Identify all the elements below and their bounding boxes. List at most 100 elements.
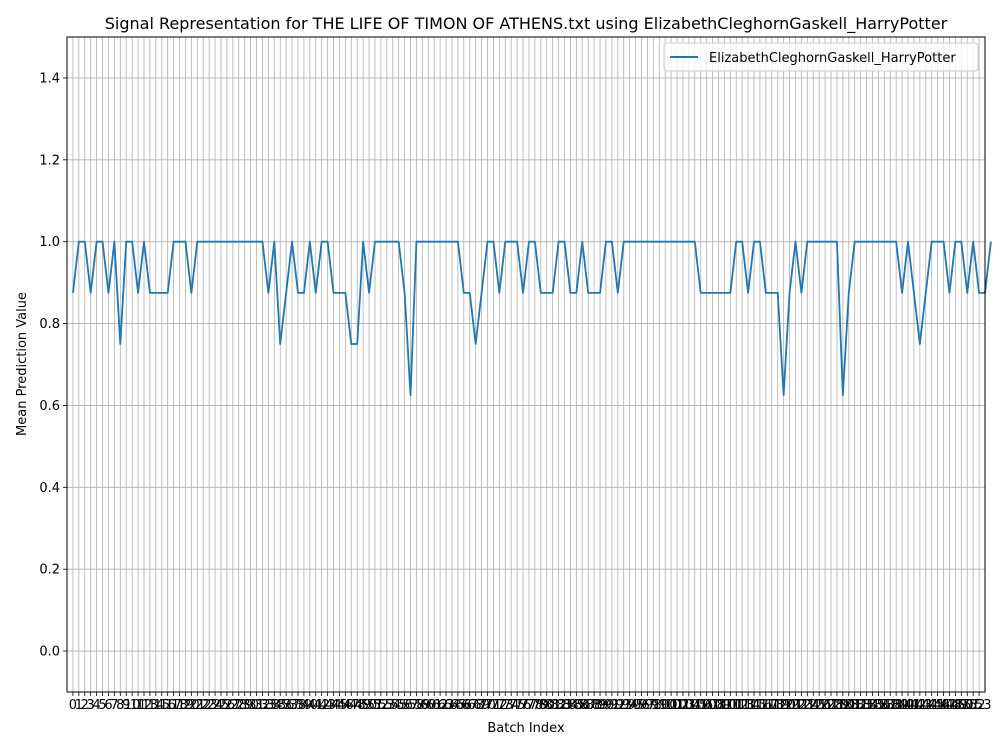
x-tick-label: 125 bbox=[801, 698, 826, 713]
x-tick-label: 19 bbox=[177, 698, 194, 713]
x-tick-label: 142 bbox=[902, 698, 927, 713]
x-tick-label: 43 bbox=[319, 698, 336, 713]
x-tick-label: 131 bbox=[836, 698, 861, 713]
x-tick-label: 143 bbox=[907, 698, 932, 713]
x-tick-label: 27 bbox=[225, 698, 242, 713]
x-tick-label: 34 bbox=[266, 698, 283, 713]
x-tick-label: 147 bbox=[931, 698, 956, 713]
x-tick-label: 74 bbox=[503, 698, 520, 713]
x-tick-label: 149 bbox=[943, 698, 968, 713]
legend-label: ElizabethCleghornGaskell_HarryPotter bbox=[709, 51, 956, 66]
x-tick-label: 41 bbox=[307, 698, 324, 713]
y-tick-label: 0.0 bbox=[39, 645, 60, 660]
x-tick-label: 21 bbox=[189, 698, 206, 713]
x-tick-label: 97 bbox=[639, 698, 656, 713]
x-tick-label: 3 bbox=[87, 698, 95, 713]
x-tick-label: 67 bbox=[461, 698, 478, 713]
x-tick-label: 8 bbox=[116, 698, 124, 713]
x-tick-label: 63 bbox=[438, 698, 455, 713]
x-tick-label: 31 bbox=[248, 698, 265, 713]
plot-frame bbox=[66, 36, 986, 693]
x-tick-label: 37 bbox=[284, 698, 301, 713]
y-tick-label: 1.2 bbox=[39, 153, 60, 168]
x-tick-label: 14 bbox=[148, 698, 165, 713]
x-tick-label: 88 bbox=[586, 698, 603, 713]
x-tick-label: 113 bbox=[730, 698, 755, 713]
x-tick-label: 117 bbox=[753, 698, 778, 713]
x-tick-label: 90 bbox=[598, 698, 615, 713]
x-tick-label: 55 bbox=[390, 698, 407, 713]
x-tick-label: 82 bbox=[550, 698, 567, 713]
x-tick-label: 118 bbox=[759, 698, 784, 713]
x-tick-label: 110 bbox=[712, 698, 737, 713]
x-tick-label: 45 bbox=[331, 698, 348, 713]
x-tick-label: 65 bbox=[450, 698, 467, 713]
x-tick-label: 121 bbox=[777, 698, 802, 713]
x-tick-label: 71 bbox=[485, 698, 502, 713]
x-tick-label: 22 bbox=[195, 698, 212, 713]
x-tick-label: 126 bbox=[807, 698, 832, 713]
x-tick-label: 115 bbox=[742, 698, 767, 713]
x-tick-label: 93 bbox=[615, 698, 632, 713]
x-tick-label: 132 bbox=[842, 698, 867, 713]
x-tick-label: 4 bbox=[92, 698, 100, 713]
x-tick-label: 70 bbox=[479, 698, 496, 713]
x-tick-label: 78 bbox=[527, 698, 544, 713]
x-tick-label: 136 bbox=[866, 698, 891, 713]
x-tick-label: 122 bbox=[783, 698, 808, 713]
x-tick-label: 0 bbox=[69, 698, 77, 713]
x-tick-label: 56 bbox=[396, 698, 413, 713]
x-tick-label: 109 bbox=[706, 698, 731, 713]
x-tick-label: 10 bbox=[124, 698, 141, 713]
x-tick-label: 36 bbox=[278, 698, 295, 713]
x-tick-label: 84 bbox=[562, 698, 579, 713]
x-tick-label: 52 bbox=[373, 698, 390, 713]
x-tick-label: 72 bbox=[491, 698, 508, 713]
x-tick-label: 25 bbox=[213, 698, 230, 713]
x-tick-label: 85 bbox=[568, 698, 585, 713]
x-tick-label: 60 bbox=[420, 698, 437, 713]
x-tick-label: 44 bbox=[325, 698, 342, 713]
x-tick-label: 91 bbox=[604, 698, 621, 713]
x-tick-label: 20 bbox=[183, 698, 200, 713]
x-tick-label: 64 bbox=[444, 698, 461, 713]
grid-lines bbox=[67, 37, 985, 692]
x-tick-label: 58 bbox=[408, 698, 425, 713]
x-tick-label: 77 bbox=[521, 698, 538, 713]
x-tick-label: 108 bbox=[700, 698, 725, 713]
x-tick-label: 123 bbox=[789, 698, 814, 713]
x-tick-label: 69 bbox=[473, 698, 490, 713]
x-tick-label: 141 bbox=[896, 698, 921, 713]
x-tick-label: 92 bbox=[610, 698, 627, 713]
x-tick-label: 46 bbox=[337, 698, 354, 713]
x-tick-label: 73 bbox=[497, 698, 514, 713]
x-tick-label: 81 bbox=[544, 698, 561, 713]
x-tick-label: 35 bbox=[272, 698, 289, 713]
x-tick-label: 76 bbox=[515, 698, 532, 713]
x-tick-label: 133 bbox=[848, 698, 873, 713]
x-tick-label: 96 bbox=[633, 698, 650, 713]
x-tick-label: 62 bbox=[432, 698, 449, 713]
x-tick-label: 114 bbox=[736, 698, 761, 713]
x-tick-label: 12 bbox=[136, 698, 153, 713]
x-tick-label: 42 bbox=[313, 698, 330, 713]
x-tick-label: 9 bbox=[122, 698, 130, 713]
x-tick-label: 153 bbox=[967, 698, 992, 713]
x-axis-label: Batch Index bbox=[487, 721, 565, 736]
x-tick-label: 15 bbox=[153, 698, 170, 713]
x-tick-label: 49 bbox=[355, 698, 372, 713]
y-tick-label: 1.4 bbox=[39, 71, 60, 86]
x-tick-label: 1 bbox=[75, 698, 83, 713]
x-tick-label: 66 bbox=[456, 698, 473, 713]
x-tick-label: 99 bbox=[651, 698, 668, 713]
series-lines bbox=[72, 240, 992, 397]
chart-title: Signal Representation for THE LIFE OF TI… bbox=[105, 14, 948, 34]
x-tick-label: 139 bbox=[884, 698, 909, 713]
x-tick-label: 124 bbox=[795, 698, 820, 713]
x-tick-label: 102 bbox=[665, 698, 690, 713]
x-tick-label: 39 bbox=[296, 698, 313, 713]
x-tick-label: 145 bbox=[919, 698, 944, 713]
x-tick-label: 106 bbox=[688, 698, 713, 713]
x-tick-label: 79 bbox=[533, 698, 550, 713]
